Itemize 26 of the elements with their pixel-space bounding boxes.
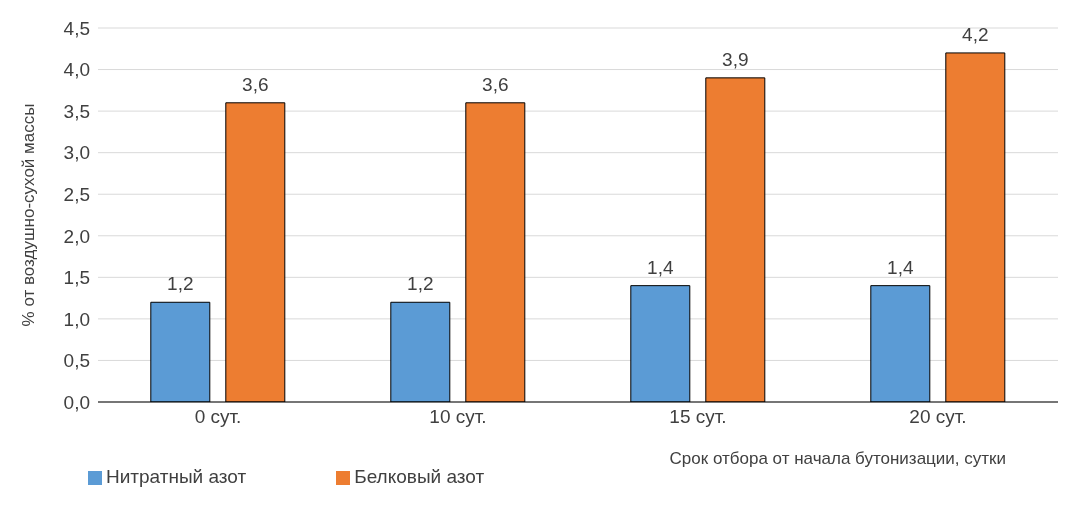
x-tick-label: 15 сут. — [669, 406, 727, 428]
x-tick-label: 20 сут. — [909, 406, 967, 428]
y-tick-label: 2,0 — [63, 225, 90, 247]
data-label: 1,2 — [167, 273, 194, 295]
y-tick-label: 4,0 — [63, 59, 90, 81]
data-label: 1,4 — [887, 256, 914, 278]
y-tick-label: 0,5 — [63, 350, 90, 372]
y-tick-label: 1,5 — [63, 267, 90, 289]
data-label: 3,9 — [722, 48, 749, 70]
x-tick-label: 10 сут. — [429, 406, 487, 428]
data-label: 3,6 — [242, 73, 269, 95]
x-axis-title: Срок отбора от начала бутонизации, сутки — [669, 449, 1006, 468]
y-tick-label: 0,0 — [63, 391, 90, 413]
y-tick-label: 2,5 — [63, 183, 90, 205]
data-label: 1,2 — [407, 273, 434, 295]
y-axis-title: % от воздушно-сухой массы — [19, 103, 39, 327]
legend-label: Белковый азот — [354, 466, 485, 487]
data-label: 3,6 — [482, 73, 509, 95]
y-tick-label: 1,0 — [63, 308, 90, 330]
x-tick-label: 0 сут. — [194, 406, 242, 428]
y-tick-label: 3,0 — [63, 142, 90, 164]
y-tick-label: 3,5 — [63, 100, 90, 122]
y-tick-label: 4,5 — [63, 17, 90, 39]
data-label: 1,4 — [647, 256, 674, 278]
legend-label: Нитратный азот — [106, 466, 247, 487]
data-label: 4,2 — [962, 23, 989, 45]
